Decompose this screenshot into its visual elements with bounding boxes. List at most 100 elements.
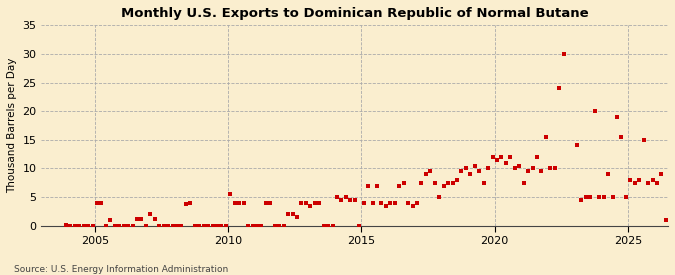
Point xyxy=(634,178,645,182)
Point xyxy=(252,224,263,228)
Point xyxy=(167,224,178,228)
Point xyxy=(474,169,485,174)
Point xyxy=(394,183,404,188)
Point xyxy=(149,217,160,221)
Point xyxy=(61,223,72,227)
Point xyxy=(425,169,435,174)
Point xyxy=(638,138,649,142)
Point xyxy=(594,195,605,199)
Point xyxy=(140,224,151,228)
Point xyxy=(558,52,569,56)
Point xyxy=(278,224,289,228)
Point xyxy=(261,200,271,205)
Point xyxy=(416,180,427,185)
Point xyxy=(452,178,462,182)
Point xyxy=(469,163,480,168)
Point xyxy=(496,155,507,159)
Point xyxy=(589,109,600,113)
Point xyxy=(171,224,182,228)
Point xyxy=(389,200,400,205)
Point xyxy=(385,200,396,205)
Point xyxy=(274,224,285,228)
Point xyxy=(531,155,542,159)
Point xyxy=(371,183,382,188)
Text: Source: U.S. Energy Information Administration: Source: U.S. Energy Information Administ… xyxy=(14,265,227,274)
Point xyxy=(647,178,658,182)
Point xyxy=(247,224,258,228)
Point xyxy=(656,172,667,176)
Point xyxy=(314,200,325,205)
Point xyxy=(211,224,222,228)
Point xyxy=(87,224,98,228)
Point xyxy=(660,218,671,222)
Point xyxy=(323,224,333,228)
Point xyxy=(478,180,489,185)
Point xyxy=(576,198,587,202)
Point xyxy=(643,180,653,185)
Point xyxy=(483,166,493,170)
Point xyxy=(572,143,583,148)
Point xyxy=(612,115,622,119)
Point xyxy=(651,180,662,185)
Point xyxy=(234,200,244,205)
Point xyxy=(607,195,618,199)
Point xyxy=(154,224,165,228)
Point xyxy=(491,158,502,162)
Point xyxy=(300,200,311,205)
Point xyxy=(358,200,369,205)
Point xyxy=(465,172,476,176)
Point xyxy=(180,202,191,206)
Point xyxy=(603,172,614,176)
Point xyxy=(221,224,232,228)
Point xyxy=(190,224,200,228)
Point xyxy=(438,183,449,188)
Point xyxy=(105,218,115,222)
Point xyxy=(225,192,236,196)
Point xyxy=(318,224,329,228)
Point xyxy=(554,86,564,90)
Point xyxy=(238,200,249,205)
Point xyxy=(421,172,431,176)
Point xyxy=(287,212,298,216)
Point xyxy=(92,200,103,205)
Point xyxy=(345,198,356,202)
Point xyxy=(620,195,631,199)
Point xyxy=(198,224,209,228)
Point xyxy=(598,195,609,199)
Point xyxy=(514,163,524,168)
Point xyxy=(434,195,445,199)
Point xyxy=(309,200,320,205)
Point xyxy=(78,224,89,228)
Point xyxy=(505,155,516,159)
Point xyxy=(283,212,294,216)
Point xyxy=(265,200,275,205)
Point xyxy=(269,224,280,228)
Point xyxy=(327,224,338,228)
Point xyxy=(96,200,107,205)
Point xyxy=(70,224,80,228)
Point xyxy=(340,195,351,199)
Point xyxy=(65,224,76,228)
Point xyxy=(114,224,125,228)
Point xyxy=(132,217,142,221)
Point xyxy=(527,166,538,170)
Point xyxy=(376,200,387,205)
Title: Monthly U.S. Exports to Dominican Republic of Normal Butane: Monthly U.S. Exports to Dominican Republ… xyxy=(121,7,589,20)
Point xyxy=(447,180,458,185)
Point xyxy=(256,224,267,228)
Point xyxy=(331,195,342,199)
Point xyxy=(522,169,533,174)
Point xyxy=(292,215,302,219)
Point xyxy=(243,224,254,228)
Point xyxy=(176,224,187,228)
Point xyxy=(145,212,156,216)
Point xyxy=(412,200,423,205)
Point xyxy=(487,155,498,159)
Point xyxy=(429,180,440,185)
Point xyxy=(305,204,316,208)
Point xyxy=(118,224,129,228)
Point xyxy=(230,200,240,205)
Point xyxy=(549,166,560,170)
Point xyxy=(336,198,347,202)
Point xyxy=(194,224,205,228)
